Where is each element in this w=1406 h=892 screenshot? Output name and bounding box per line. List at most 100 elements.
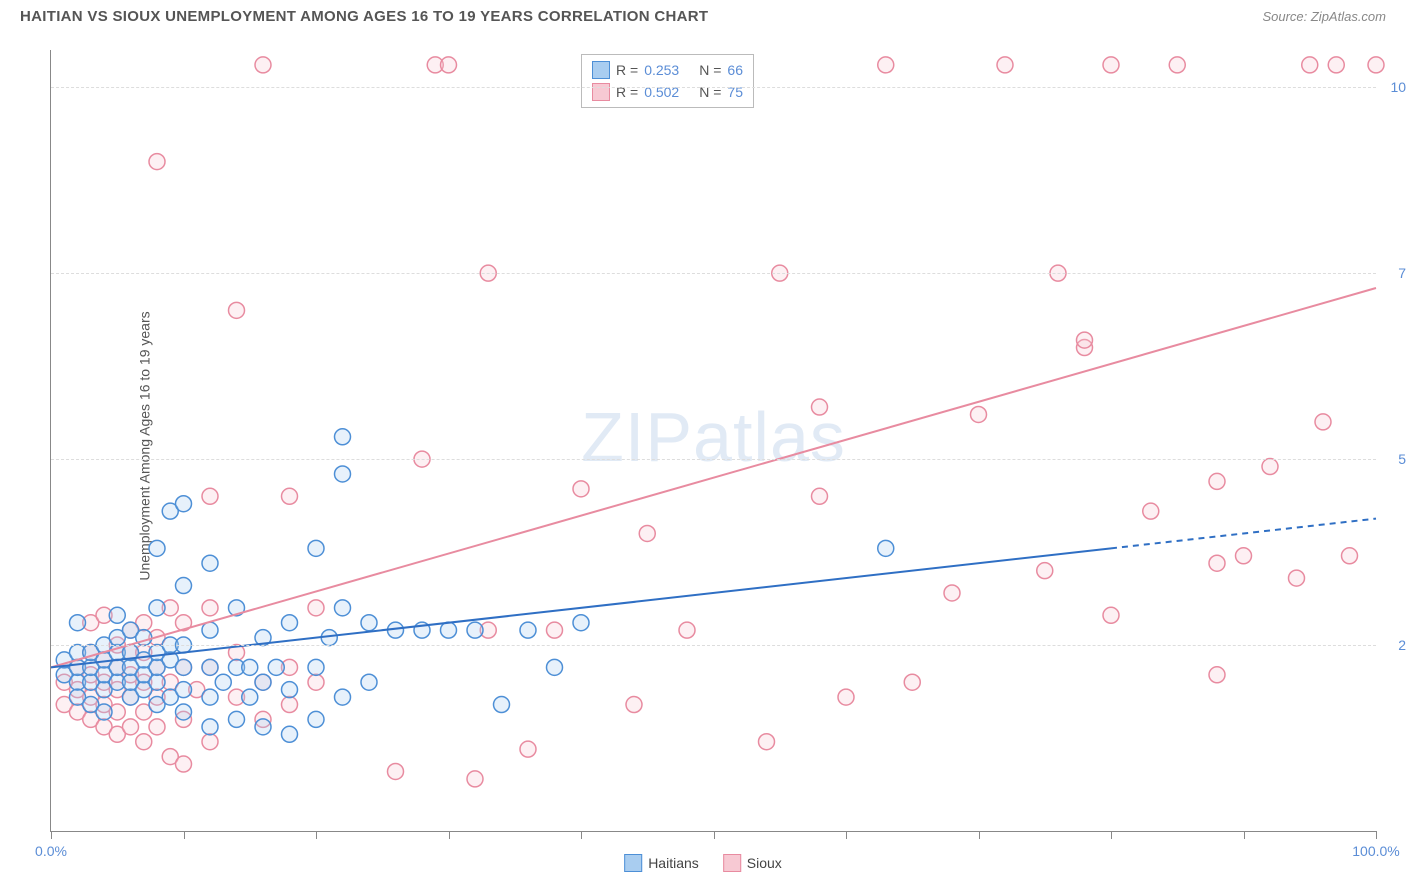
legend-item: Sioux [723, 854, 782, 872]
haitians-point [202, 689, 218, 705]
haitians-point [202, 659, 218, 675]
sioux-point [1103, 57, 1119, 73]
source-attribution: Source: ZipAtlas.com [1262, 9, 1386, 24]
haitians-point [149, 600, 165, 616]
sioux-point [878, 57, 894, 73]
sioux-point [308, 674, 324, 690]
haitians-point [176, 496, 192, 512]
x-tick [846, 831, 847, 839]
correlation-row: R =0.502N =75 [592, 81, 743, 103]
sioux-point [639, 525, 655, 541]
sioux-point [202, 600, 218, 616]
haitians-point [96, 704, 112, 720]
gridline [51, 459, 1376, 460]
x-tick [449, 831, 450, 839]
haitians-point [149, 674, 165, 690]
gridline [51, 87, 1376, 88]
haitians-point [494, 697, 510, 713]
sioux-point [1289, 570, 1305, 586]
x-tick [714, 831, 715, 839]
n-label: N = [699, 62, 721, 78]
sioux-point [904, 674, 920, 690]
haitians-point [242, 659, 258, 675]
source-label: Source: [1262, 9, 1310, 24]
haitians-point [229, 711, 245, 727]
chart-plot-area: ZIPatlas R =0.253N =66R =0.502N =75 25.0… [50, 50, 1376, 832]
haitians-point [255, 674, 271, 690]
haitians-point [547, 659, 563, 675]
haitians-point [335, 429, 351, 445]
haitians-point [282, 615, 298, 631]
sioux-point [149, 719, 165, 735]
x-tick [1244, 831, 1245, 839]
x-tick [1111, 831, 1112, 839]
sioux-point [136, 734, 152, 750]
haitians-point [573, 615, 589, 631]
x-tick-label: 100.0% [1352, 843, 1399, 859]
sioux-point [838, 689, 854, 705]
sioux-point [971, 406, 987, 422]
legend-swatch [723, 854, 741, 872]
correlation-legend: R =0.253N =66R =0.502N =75 [581, 54, 754, 108]
sioux-point [997, 57, 1013, 73]
legend-swatch [624, 854, 642, 872]
haitians-point [70, 615, 86, 631]
haitians-point [520, 622, 536, 638]
legend-label: Haitians [648, 855, 699, 871]
x-tick [51, 831, 52, 839]
sioux-point [202, 734, 218, 750]
correlation-row: R =0.253N =66 [592, 59, 743, 81]
trend-line-dashed [1111, 519, 1376, 549]
haitians-point [202, 622, 218, 638]
sioux-point [1328, 57, 1344, 73]
haitians-point [255, 719, 271, 735]
sioux-point [1209, 555, 1225, 571]
sioux-point [255, 57, 271, 73]
sioux-point [1302, 57, 1318, 73]
haitians-point [467, 622, 483, 638]
haitians-point [308, 711, 324, 727]
chart-header: HAITIAN VS SIOUX UNEMPLOYMENT AMONG AGES… [0, 0, 1406, 29]
sioux-point [1342, 548, 1358, 564]
sioux-point [759, 734, 775, 750]
sioux-point [1169, 57, 1185, 73]
sioux-point [1103, 607, 1119, 623]
haitians-point [176, 682, 192, 698]
haitians-point [308, 659, 324, 675]
sioux-point [1037, 563, 1053, 579]
sioux-point [149, 154, 165, 170]
sioux-point [626, 697, 642, 713]
sioux-point [679, 622, 695, 638]
sioux-point [1236, 548, 1252, 564]
sioux-point [547, 622, 563, 638]
haitians-point [282, 682, 298, 698]
x-tick [1376, 831, 1377, 839]
sioux-point [388, 763, 404, 779]
haitians-point [242, 689, 258, 705]
scatter-svg [51, 50, 1376, 831]
y-tick-label: 50.0% [1398, 451, 1406, 467]
haitians-point [335, 466, 351, 482]
sioux-point [812, 399, 828, 415]
sioux-point [520, 741, 536, 757]
haitians-point [176, 659, 192, 675]
sioux-point [123, 719, 139, 735]
n-value: 66 [727, 62, 743, 78]
series-legend: Haitians Sioux [624, 854, 782, 872]
haitians-point [202, 555, 218, 571]
sioux-point [441, 57, 457, 73]
x-tick [316, 831, 317, 839]
sioux-point [1315, 414, 1331, 430]
sioux-point [1143, 503, 1159, 519]
y-tick-label: 25.0% [1398, 637, 1406, 653]
legend-label: Sioux [747, 855, 782, 871]
sioux-point [1209, 473, 1225, 489]
r-label: R = [616, 62, 638, 78]
x-tick-label: 0.0% [35, 843, 67, 859]
legend-swatch [592, 61, 610, 79]
haitians-point [335, 600, 351, 616]
haitians-point [441, 622, 457, 638]
haitians-point [176, 704, 192, 720]
haitians-point [361, 615, 377, 631]
sioux-point [1077, 332, 1093, 348]
